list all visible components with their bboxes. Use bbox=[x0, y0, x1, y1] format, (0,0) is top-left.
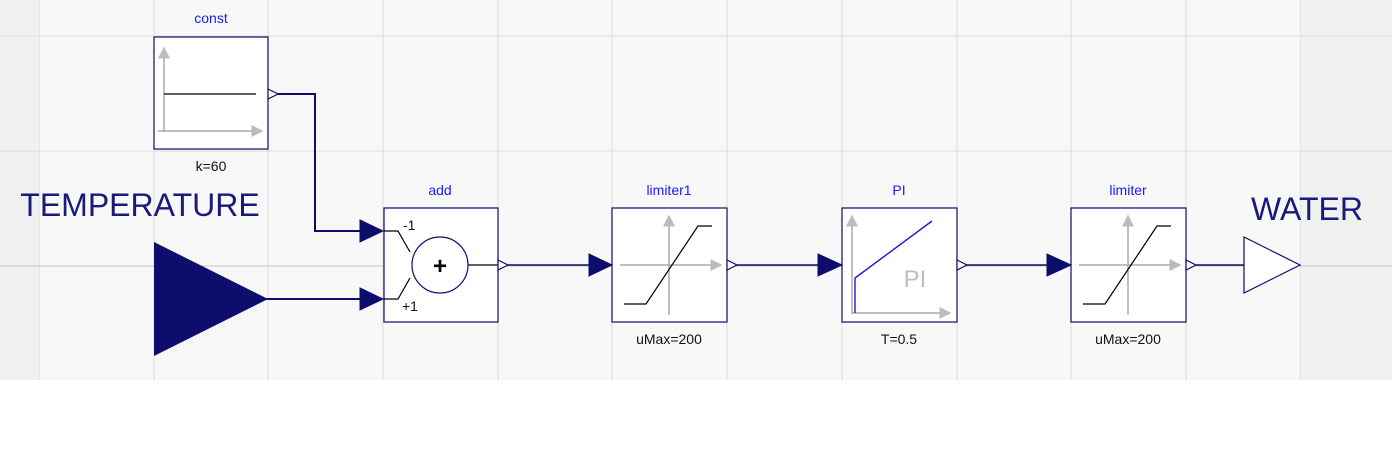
add-sign-bottom: +1 bbox=[402, 298, 418, 314]
port-name-water: WATER bbox=[1251, 191, 1363, 227]
block-add[interactable]: add + -1 +1 bbox=[359, 182, 510, 323]
diagram-canvas[interactable]: const k=60 TEMPERATURE add + -1 +1 l bbox=[0, 0, 1392, 380]
block-param-const: k=60 bbox=[196, 158, 227, 174]
constant-icon bbox=[158, 46, 264, 137]
block-param-pi: T=0.5 bbox=[881, 331, 917, 347]
block-limiter[interactable]: limiter uMax=200 bbox=[1046, 182, 1198, 347]
input-connector-limiter1[interactable] bbox=[588, 253, 614, 277]
limiter-icon bbox=[620, 214, 723, 315]
pi-icon: PI bbox=[846, 214, 952, 319]
block-name-pi: PI bbox=[892, 182, 905, 198]
wire-const-to-add[interactable] bbox=[272, 93, 360, 232]
output-port-icon[interactable] bbox=[1243, 236, 1302, 294]
add-symbol: + bbox=[433, 253, 447, 280]
connections bbox=[266, 93, 1244, 300]
add-sign-top: -1 bbox=[403, 217, 416, 233]
block-pi[interactable]: PI PI T=0.5 bbox=[817, 182, 969, 347]
output-connector-const[interactable] bbox=[267, 88, 280, 100]
output-connector-limiter[interactable] bbox=[1185, 259, 1198, 271]
output-connector-limiter1[interactable] bbox=[726, 259, 739, 271]
pi-icon-text: PI bbox=[904, 266, 927, 293]
output-connector-pi[interactable] bbox=[956, 259, 969, 271]
model-diagram[interactable]: const k=60 TEMPERATURE add + -1 +1 l bbox=[0, 0, 1392, 380]
block-body-pi[interactable] bbox=[841, 207, 958, 323]
block-const[interactable]: const k=60 bbox=[153, 10, 280, 174]
block-name-const: const bbox=[194, 10, 228, 26]
input-connector-pi[interactable] bbox=[817, 253, 844, 277]
output-connector-add[interactable] bbox=[497, 259, 510, 271]
port-name-temperature: TEMPERATURE bbox=[20, 187, 259, 223]
block-param-limiter: uMax=200 bbox=[1095, 331, 1161, 347]
block-body-const[interactable] bbox=[153, 36, 269, 150]
input-connector-add-2[interactable] bbox=[359, 287, 385, 311]
input-port-icon[interactable] bbox=[154, 242, 268, 356]
block-name-add: add bbox=[428, 182, 451, 198]
block-param-limiter1: uMax=200 bbox=[636, 331, 702, 347]
block-limiter1[interactable]: limiter1 uMax=200 bbox=[588, 182, 739, 347]
limiter-icon bbox=[1079, 214, 1182, 315]
add-icon: + bbox=[384, 230, 498, 300]
block-name-limiter1: limiter1 bbox=[646, 182, 691, 198]
block-name-limiter: limiter bbox=[1109, 182, 1147, 198]
input-port-temperature[interactable]: TEMPERATURE bbox=[20, 187, 268, 356]
output-port-water[interactable]: WATER bbox=[1243, 191, 1363, 294]
input-connector-add-1[interactable] bbox=[359, 219, 385, 243]
input-connector-limiter[interactable] bbox=[1046, 253, 1073, 277]
